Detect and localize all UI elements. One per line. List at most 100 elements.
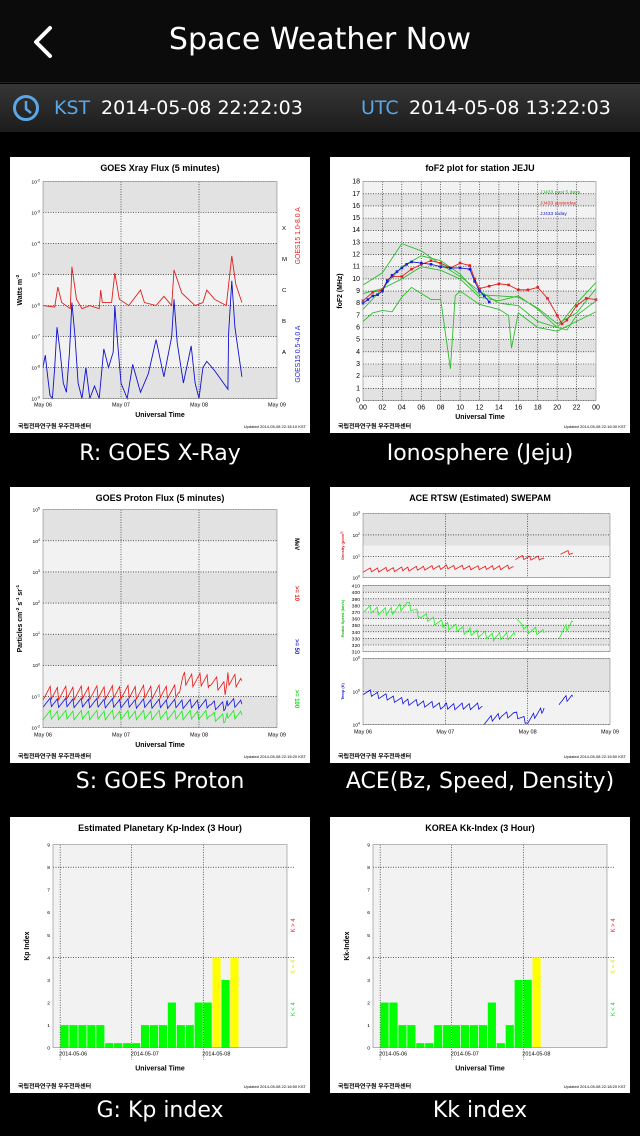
x-tick-label: 2014-05-08 — [202, 1052, 230, 1058]
chart-title: GOES Xray Flux (5 minutes) — [100, 163, 219, 173]
plot-panel: 10-2 10-3 10-4 10-5 10-6 10-7 10-8 10-9 Watts m-… — [15, 179, 278, 402]
series-line — [362, 689, 483, 711]
series-marker — [400, 266, 404, 270]
x-tick-label: 00 — [359, 404, 367, 411]
plot-panel: 105 104 103 102 101 100 10-1 10-2 Particles cm-2… — [15, 507, 278, 731]
kp-bar — [132, 1043, 141, 1048]
x-tick-label: 10 — [456, 404, 464, 411]
kst-time: 2014-05-08 22:22:03 — [101, 97, 303, 119]
kp-bar — [380, 1002, 389, 1048]
goes-xray-panel[interactable]: GOES Xray Flux (5 minutes) 10-2 10-3 10-4 10… — [10, 157, 310, 433]
series-line — [362, 564, 514, 573]
y-axis-label: Temp (K) — [340, 682, 345, 699]
kp-bar — [123, 1043, 132, 1048]
plot-band — [43, 181, 277, 213]
plot-band — [363, 625, 610, 632]
x-tick-label: 04 — [398, 404, 406, 411]
legend-label: GOES15 0.5-4.0 A — [295, 325, 302, 382]
navigation-bar: Space Weather Now — [0, 0, 640, 83]
plot-band — [43, 571, 277, 604]
y-tick-label: 4 — [367, 955, 370, 961]
series-marker — [458, 261, 462, 265]
kp-index-caption: G: Kp index — [96, 1098, 224, 1123]
series-marker — [429, 263, 433, 266]
ionosphere-panel[interactable]: foF2 plot for station JEJU 0 1 2 3 4 5 6 7 8 9 10 11… — [330, 157, 630, 433]
kp-index-chart: Estimated Planetary Kp-Index (3 Hour) 0 1 2… — [10, 817, 310, 1093]
legend-label: K < 4 — [291, 1002, 297, 1017]
kp-bar — [389, 1002, 398, 1048]
y-tick-label: 102 — [352, 532, 360, 539]
legend-entry: JJ433 past 5 days — [540, 190, 581, 196]
kp-bar — [496, 1043, 505, 1048]
series-marker — [371, 290, 375, 294]
series-line — [362, 266, 597, 331]
kp-bar — [105, 1043, 114, 1048]
x-tick-label: May 09 — [268, 732, 286, 738]
series-marker — [526, 288, 530, 292]
plot-band — [43, 305, 277, 337]
y-axis-label: foF2 (MHz) — [337, 273, 344, 308]
y-tick-label: 18 — [352, 179, 360, 186]
series-marker — [400, 275, 404, 278]
y-tick-label: 400 — [352, 590, 361, 596]
legend-label: >= 100 — [293, 690, 299, 709]
series-marker — [410, 260, 413, 264]
plot-panel: 104 105 106 Temp (K) — [340, 656, 611, 729]
kp-bar — [452, 1025, 461, 1048]
y-tick-label: 370 — [352, 610, 361, 616]
y-tick-label: 9 — [47, 843, 50, 849]
x-tick-label: 12 — [476, 404, 484, 411]
series-marker — [395, 270, 399, 273]
chart-title: Estimated Planetary Kp-Index (3 Hour) — [78, 823, 242, 833]
y-tick-label: 101 — [352, 553, 360, 560]
y-tick-label: 390 — [352, 597, 361, 603]
x-tick-label: May 07 — [112, 402, 130, 408]
series-marker — [458, 266, 462, 270]
y-tick-label: 2 — [367, 1001, 370, 1007]
plot-border — [372, 844, 608, 1048]
x-tick-label: May 08 — [190, 732, 208, 738]
plot-panel: 0 1 2 3 4 5 6 7 8 9 Kk-Index — [344, 843, 615, 1060]
series-marker — [555, 314, 559, 317]
updated-timestamp: Updated 2014-05-08 22:18:20 KST — [564, 1084, 627, 1089]
y-tick-label: 0 — [367, 1046, 370, 1052]
x-axis-label: Universal Time — [135, 1065, 185, 1072]
y-tick-label: 4 — [47, 955, 50, 961]
series-marker — [478, 287, 481, 290]
y-tick-label: 350 — [352, 623, 361, 629]
y-tick-label: 104 — [352, 722, 360, 729]
chevron-left-icon[interactable] — [28, 22, 62, 62]
y-axis-label: Particles cm-2 s-1 sr-1 — [15, 584, 24, 652]
y-tick-label: 9 — [367, 843, 370, 849]
footer-organization: 국립전파연구원 우주전파센터 — [18, 422, 91, 430]
kp-bar — [60, 1025, 69, 1048]
x-axis-label: Universal Time — [455, 1065, 505, 1072]
footer-organization: 국립전파연구원 우주전파센터 — [338, 752, 411, 760]
y-tick-label: 8 — [47, 865, 50, 871]
kp-bar — [212, 957, 221, 1048]
y-tick-label: 6 — [367, 910, 370, 916]
y-tick-label: 4 — [356, 349, 360, 356]
footer-organization: 국립전파연구원 우주전파센터 — [338, 422, 411, 430]
kp-bar — [87, 1025, 96, 1048]
kp-bar — [96, 1025, 105, 1048]
updated-timestamp: Updated 2014-05-08 22:15:50 KST — [564, 754, 627, 759]
y-tick-label: 0 — [356, 397, 360, 404]
kp-index-panel[interactable]: Estimated Planetary Kp-Index (3 Hour) 0 1 2… — [10, 817, 310, 1093]
kp-bar — [416, 1043, 425, 1048]
y-tick-label: 104 — [32, 538, 40, 545]
series-marker — [439, 261, 442, 265]
kp-bar — [167, 1002, 176, 1048]
plot-border — [362, 585, 611, 652]
series-marker — [536, 286, 540, 289]
kp-bar — [514, 979, 523, 1048]
series-marker — [517, 288, 520, 292]
series-line — [560, 550, 574, 556]
goes-proton-panel[interactable]: GOES Proton Flux (5 minutes) 105 104 103 102… — [10, 487, 310, 763]
plot-band — [363, 638, 610, 646]
ace-panel[interactable]: ACE RTSW (Estimated) SWEPAM 100 101 102 103 D… — [330, 487, 630, 763]
kk-index-panel[interactable]: KOREA Kk-Index (3 Hour) 0 1 2 3 4 5 6 7 8 9 Kk-Inde… — [330, 817, 630, 1093]
y-tick-label: 103 — [32, 569, 40, 576]
series-marker — [390, 273, 394, 277]
